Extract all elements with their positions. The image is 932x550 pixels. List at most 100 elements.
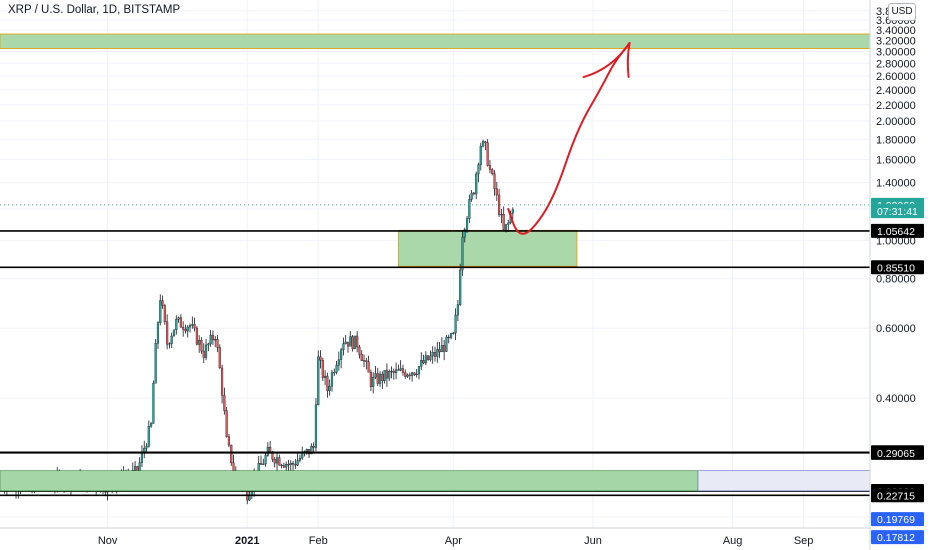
candle-up [314, 404, 318, 448]
candle-up [479, 145, 482, 165]
candle-down [360, 354, 363, 361]
candle-down [166, 321, 169, 345]
time-tick-label: 2021 [235, 535, 259, 547]
price-label-text: 07:31:41 [877, 206, 918, 218]
candle-down [259, 462, 263, 465]
candle-down [218, 347, 221, 369]
price-label-box [871, 204, 924, 219]
candle-up [188, 325, 192, 328]
price-tick-label: 3.40000 [876, 25, 916, 37]
candle-down [216, 339, 219, 348]
price-labels: 1.2296007:31:411.056420.855100.291660.29… [871, 197, 924, 545]
price-tick-label: 2.80000 [876, 58, 916, 70]
price-tick-label: 0.40000 [876, 393, 916, 405]
candle-down [163, 305, 166, 323]
currency-button[interactable]: USD [888, 3, 916, 21]
candle-up [440, 345, 443, 353]
candle-down [202, 350, 205, 358]
candle-up [262, 463, 265, 465]
candle-up [374, 373, 377, 378]
candle-up [207, 343, 210, 346]
horizontal-levels [0, 204, 871, 497]
candle-down [356, 335, 359, 348]
candle-down [287, 464, 290, 466]
candle-up [143, 448, 146, 453]
candle-down [369, 372, 372, 387]
candle-down [230, 444, 233, 464]
candle-down [182, 327, 185, 330]
candle-up [445, 336, 448, 352]
candle-down [488, 165, 492, 170]
candle-up [328, 385, 331, 391]
candle-up [175, 319, 178, 331]
candle-down [486, 142, 489, 166]
candle-up [406, 374, 409, 377]
candle-up [465, 218, 469, 230]
candle-up [214, 339, 217, 341]
candle-up [168, 343, 171, 345]
candle-down [282, 465, 285, 468]
candle-up [152, 382, 155, 424]
candle-up [436, 349, 439, 357]
candle-down [427, 355, 430, 360]
candle-up [454, 314, 457, 334]
candle-up [429, 355, 432, 360]
candle-up [362, 360, 366, 362]
candle-up [289, 463, 292, 466]
candle-down [502, 214, 505, 230]
candle-up [170, 335, 173, 344]
candle-down [392, 370, 395, 373]
price-label-text: 0.22715 [877, 490, 915, 502]
candle-down [358, 346, 361, 355]
price-tick-label: 1.60000 [876, 155, 916, 167]
candle-down [312, 445, 315, 448]
candle-down [294, 463, 297, 466]
candle-down [493, 173, 496, 189]
candle-up [186, 326, 189, 332]
price-label-box [871, 530, 924, 545]
support-band-projection [697, 470, 871, 492]
candle-down [346, 341, 350, 347]
candle-up [156, 322, 160, 344]
price-label-text: 0.19769 [877, 514, 915, 526]
candle-up [266, 447, 269, 456]
candle-up [378, 373, 382, 384]
candle-up [383, 370, 386, 381]
candle-down [351, 336, 354, 350]
candle-up [456, 304, 459, 316]
projection-arrowhead-right [626, 42, 631, 79]
projection-arrow [507, 42, 631, 235]
price-tick-label: 0.60000 [876, 323, 916, 335]
zones [0, 33, 871, 267]
price-tick-label: 2.00000 [876, 116, 916, 128]
candle-down [200, 339, 203, 352]
candle-up [147, 425, 150, 447]
price-tick-label: 3.20000 [876, 35, 916, 47]
price-tick-label: 1.00000 [876, 235, 916, 247]
candle-down [367, 361, 370, 373]
candle-up [342, 343, 345, 351]
price-tick-label: 3.00000 [876, 46, 916, 58]
candle-up [353, 335, 356, 350]
price-label-box [871, 223, 924, 238]
candle-up [431, 352, 434, 357]
candle-up [415, 373, 418, 376]
candle-down [404, 372, 407, 377]
price-label-box [871, 445, 924, 460]
price-label-box [871, 512, 924, 527]
candle-down [447, 336, 450, 339]
candle-up [470, 192, 473, 200]
candle-down [221, 367, 224, 396]
candle-down [278, 457, 281, 466]
candle-down [225, 410, 228, 438]
candle-up [330, 372, 334, 387]
projection-arrowhead-left [582, 42, 631, 79]
candle-down [397, 369, 400, 371]
candle-up [477, 164, 480, 175]
candle-up [461, 236, 464, 271]
candle-down [319, 356, 322, 361]
candle-up [452, 332, 455, 334]
candle-down [498, 194, 501, 215]
candle-down [232, 462, 235, 472]
